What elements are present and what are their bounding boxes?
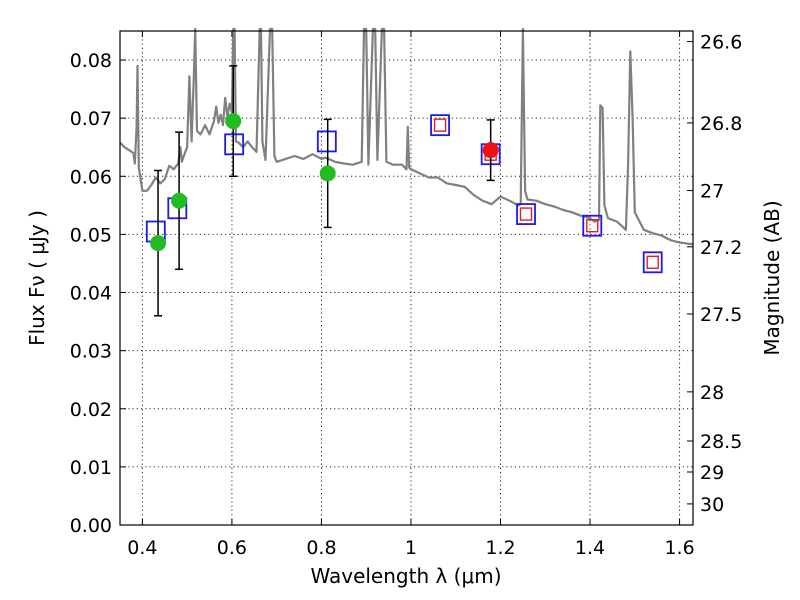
x-tick-label: 0.8 bbox=[306, 537, 336, 559]
model-square-point bbox=[642, 251, 663, 274]
model-inner-square-point bbox=[433, 118, 447, 132]
y-tick-label: 0.03 bbox=[70, 341, 112, 363]
grid-lines bbox=[120, 31, 693, 526]
observed-circle-point bbox=[319, 165, 336, 182]
right-tick-label: 29 bbox=[700, 462, 724, 484]
plot-frame bbox=[119, 30, 694, 526]
right-tick-label: 27.5 bbox=[700, 304, 742, 326]
right-tick-label: 26.6 bbox=[700, 32, 742, 54]
y-tick-label: 0.04 bbox=[70, 283, 112, 305]
x-tick-label: 0.4 bbox=[127, 537, 157, 559]
spectrum-layer bbox=[119, 27, 694, 246]
model-square-point bbox=[224, 133, 245, 156]
y-tick-label: 0.06 bbox=[70, 166, 112, 188]
right-tick-label: 27 bbox=[700, 181, 724, 203]
y-tick-label: 0.00 bbox=[70, 515, 112, 537]
model-inner-square-point bbox=[519, 207, 533, 221]
right-tick-label: 30 bbox=[700, 494, 724, 516]
x-tick-label: 1.4 bbox=[575, 537, 605, 559]
x-axis-label: Wavelength λ (μm) bbox=[310, 564, 501, 588]
y-axis-label: Flux Fν ( μJy ) bbox=[25, 210, 49, 346]
y-tick-label: 0.02 bbox=[70, 399, 112, 421]
y-tick-label: 0.08 bbox=[70, 50, 112, 72]
right-tick-label: 28.5 bbox=[700, 431, 742, 453]
y-tick-label: 0.07 bbox=[70, 108, 112, 130]
y-tick-label: 0.01 bbox=[70, 457, 112, 479]
x-tick-label: 0.6 bbox=[217, 537, 247, 559]
spectrum-line bbox=[119, 27, 694, 246]
x-tick-label: 1 bbox=[405, 537, 417, 559]
observed-circle-point bbox=[150, 235, 167, 252]
y-tick-label: 0.05 bbox=[70, 224, 112, 246]
x-tick-label: 1.2 bbox=[485, 537, 515, 559]
right-tick-label: 28 bbox=[700, 382, 724, 404]
model-square-point bbox=[316, 130, 337, 153]
right-tick-label: 27.2 bbox=[700, 237, 742, 259]
tick-layer: 0.4 0.6 0.8 1 1.2 1.4 1.6 0.00 0.01 0.02 0.03 0.04 0… bbox=[70, 31, 742, 559]
model-inner-square-point bbox=[646, 255, 659, 270]
model-square-point bbox=[516, 203, 536, 225]
model-inner-square-point bbox=[586, 218, 599, 233]
observed-circle-point bbox=[171, 192, 188, 209]
model-square-point bbox=[430, 114, 450, 137]
observed-circle-point bbox=[482, 142, 499, 159]
right-tick-label: 26.8 bbox=[700, 113, 742, 135]
right-axis-label: Magnitude (AB) bbox=[760, 200, 784, 355]
marker-layer bbox=[145, 65, 663, 317]
model-square-point bbox=[582, 214, 603, 237]
x-tick-label: 1.6 bbox=[664, 537, 694, 559]
observed-circle-point bbox=[225, 113, 242, 130]
